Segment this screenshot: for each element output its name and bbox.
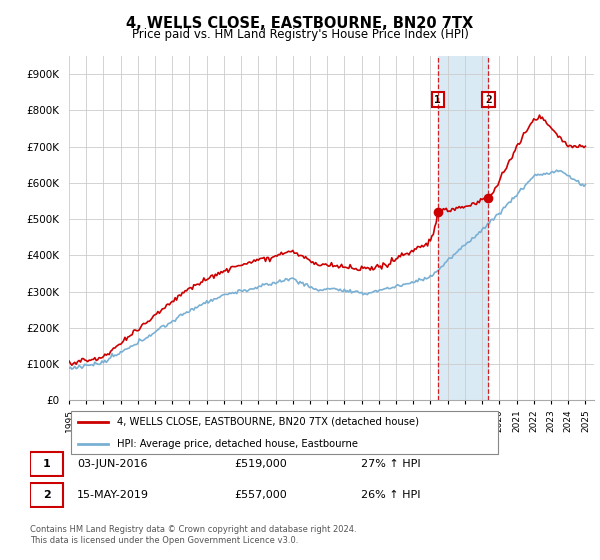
Text: 03-JUN-2016: 03-JUN-2016 (77, 459, 148, 469)
Bar (438, 56, 488, 400)
FancyBboxPatch shape (71, 411, 498, 454)
Text: £519,000: £519,000 (234, 459, 287, 469)
Text: £557,000: £557,000 (234, 490, 287, 500)
Text: 1: 1 (434, 95, 441, 105)
FancyBboxPatch shape (30, 451, 63, 476)
Text: 1: 1 (43, 459, 50, 469)
Text: Contains HM Land Registry data © Crown copyright and database right 2024.
This d: Contains HM Land Registry data © Crown c… (30, 525, 356, 545)
Text: 2: 2 (485, 95, 492, 105)
FancyBboxPatch shape (30, 483, 63, 507)
Text: 27% ↑ HPI: 27% ↑ HPI (361, 459, 421, 469)
Text: 4, WELLS CLOSE, EASTBOURNE, BN20 7TX: 4, WELLS CLOSE, EASTBOURNE, BN20 7TX (127, 16, 473, 31)
Text: 2: 2 (43, 490, 50, 500)
Text: 26% ↑ HPI: 26% ↑ HPI (361, 490, 421, 500)
Text: HPI: Average price, detached house, Eastbourne: HPI: Average price, detached house, East… (116, 438, 358, 449)
Text: 15-MAY-2019: 15-MAY-2019 (77, 490, 149, 500)
Text: Price paid vs. HM Land Registry's House Price Index (HPI): Price paid vs. HM Land Registry's House … (131, 28, 469, 41)
Text: 4, WELLS CLOSE, EASTBOURNE, BN20 7TX (detached house): 4, WELLS CLOSE, EASTBOURNE, BN20 7TX (de… (116, 417, 419, 427)
